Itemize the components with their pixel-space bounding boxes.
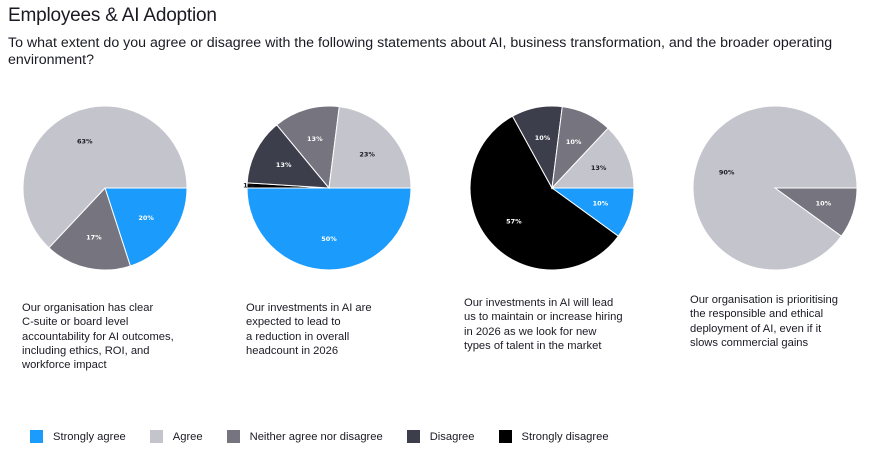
pie-caption-3: Our investments in AI will lead us to ma… (464, 297, 623, 352)
legend-item-strongly-disagree: Strongly disagree (498, 430, 609, 443)
pie-3-slice-2 (469, 115, 620, 271)
pie-3-label-2: 57% (506, 218, 522, 226)
pie-1-slice-2 (48, 187, 131, 271)
pie-1-label-3: 63% (77, 137, 93, 145)
legend-item-disagree: Disagree (406, 430, 475, 443)
pie-2-label-2: 1% (243, 181, 255, 189)
legend-item-neither: Neither agree nor disagree (226, 430, 383, 443)
pie-2-label-5: 23% (359, 150, 375, 158)
pie-2-label-1: 50% (321, 235, 337, 243)
pie-2-label-3: 13% (276, 161, 292, 169)
pie-1-label-2: 17% (86, 234, 102, 242)
pie-2-slice-1 (246, 187, 412, 271)
pie-chart-1: 20% 17% 63% (22, 105, 188, 271)
legend-item-strongly-agree: Strongly agree (30, 430, 126, 443)
pie-4-slice-2 (692, 105, 858, 271)
pie-3-slice-5 (550, 127, 635, 189)
pie-2-slice-3 (246, 124, 331, 189)
legend-item-agree: Agree (149, 430, 203, 443)
legend-swatch-disagree (406, 430, 420, 443)
page-title: Employees & AI Adoption (8, 5, 217, 26)
chart-legend: Strongly agree Agree Neither agree nor d… (30, 430, 633, 443)
pie-caption-2: Our investments in AI are expected to le… (246, 302, 372, 357)
pie-caption-1: Our organisation has clear C-suite or bo… (22, 302, 174, 372)
legend-swatch-strongly-agree (30, 430, 43, 443)
pie-2-slice-4 (276, 105, 340, 190)
legend-label-neither: Neither agree nor disagree (249, 430, 383, 443)
legend-label-strongly-agree: Strongly agree (53, 430, 126, 443)
pie-1-label-1: 20% (138, 214, 154, 222)
legend-swatch-neither (226, 430, 240, 443)
pie-3-label-3: 10% (535, 134, 551, 142)
legend-swatch-agree (149, 430, 163, 443)
legend-swatch-strongly-disagree (498, 430, 512, 443)
pie-chart-4: 10% 90% (692, 105, 858, 271)
pie-chart-3: 10% 57% 10% 10% 13% (469, 105, 635, 271)
pie-2-label-4: 13% (307, 135, 323, 143)
pie-caption-4: Our organisation is prioritising the res… (690, 294, 838, 349)
legend-label-agree: Agree (172, 430, 203, 443)
pie-chart-2: 50% 1% 13% 13% 23% (243, 105, 412, 271)
pie-2-slice-5 (328, 106, 412, 189)
pie-4-label-2: 90% (719, 168, 735, 176)
pie-3-label-5: 13% (591, 164, 607, 172)
pie-1-slice-3 (22, 105, 188, 249)
pie-4-label-1: 10% (816, 200, 832, 208)
legend-label-disagree: Disagree (429, 430, 475, 443)
pie-3-label-4: 10% (566, 138, 582, 146)
pie-3-label-1: 10% (593, 200, 609, 208)
pie-1-slice-1 (104, 187, 188, 267)
page-subtitle: To what extent do you agree or disagree … (8, 35, 833, 68)
legend-label-strongly-disagree: Strongly disagree (521, 430, 609, 443)
